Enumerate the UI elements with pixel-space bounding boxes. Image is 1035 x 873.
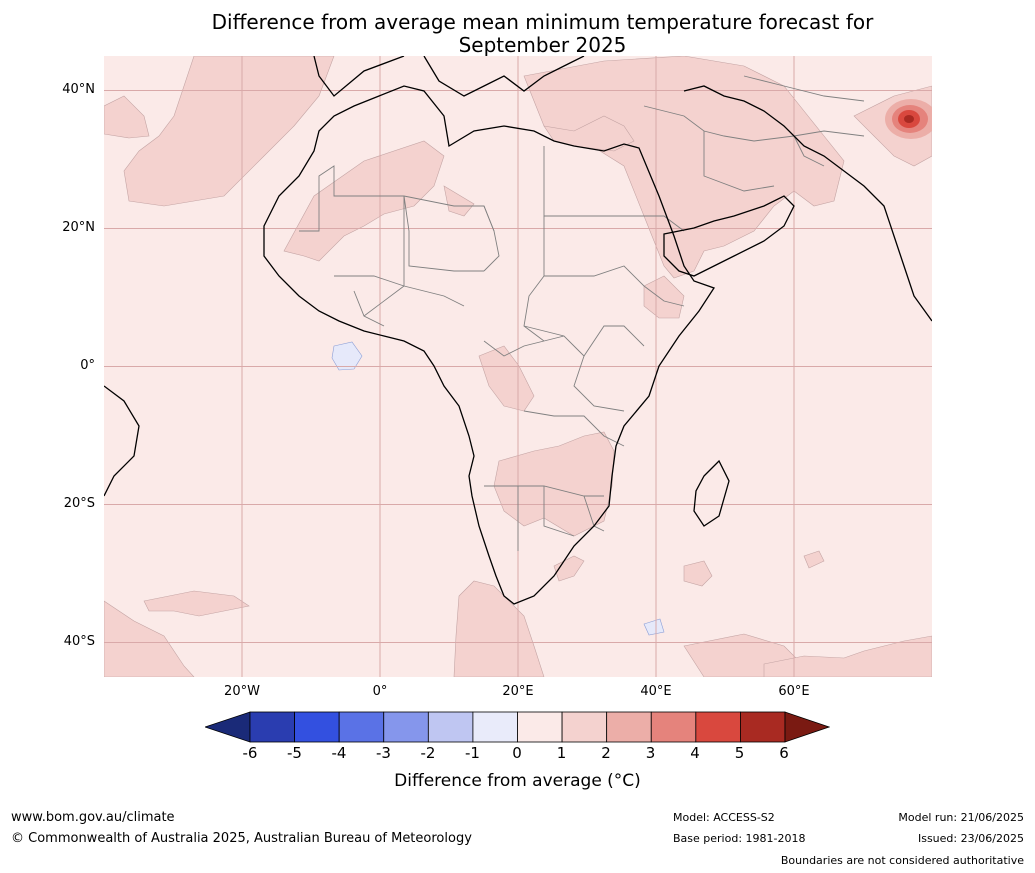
colorbar-tick: 2 (601, 744, 611, 762)
lat-label-20s: 20°S (63, 496, 95, 511)
colorbar (205, 711, 830, 743)
colorbar-tick: 0 (512, 744, 522, 762)
colorbar-extend-high (784, 711, 830, 743)
forecast-map (104, 56, 932, 677)
model-name: Model: ACCESS-S2 (673, 811, 775, 824)
colorbar-tick: 3 (645, 744, 656, 762)
colorbar-tick: 4 (690, 744, 700, 762)
hotspot-anomaly (885, 99, 932, 139)
colorbar-bin (561, 711, 608, 743)
colorbar-label: Difference from average (°C) (394, 771, 641, 791)
boundaries-disclaimer: Boundaries are not considered authoritat… (780, 854, 1024, 867)
colorbar-bin (472, 711, 518, 743)
colorbar-tick: -1 (465, 744, 480, 762)
colorbar-bin (427, 711, 474, 743)
chart-title-line-2: September 2025 (458, 33, 627, 57)
chart-title-line-1: Difference from average mean minimum tem… (211, 10, 874, 34)
colorbar-tick: -3 (376, 744, 391, 762)
lon-label-20w: 20°W (224, 684, 260, 699)
colorbar-tick: -2 (420, 744, 436, 762)
colorbar-bin (249, 711, 295, 743)
website-link[interactable]: www.bom.gov.au/climate (11, 810, 175, 825)
colorbar-extend-low (205, 711, 251, 743)
colorbar-tick: 1 (556, 744, 567, 762)
lon-label-0: 0° (372, 684, 388, 699)
colorbar-tick: -5 (287, 744, 302, 762)
base-period: Base period: 1981-2018 (673, 832, 806, 845)
copyright-text: © Commonwealth of Australia 2025, Austra… (11, 831, 472, 846)
colorbar-bin (606, 711, 652, 743)
lat-label-0: 0° (80, 358, 95, 373)
colorbar-bin (383, 711, 429, 743)
lat-label-40n: 40°N (62, 82, 95, 97)
lon-label-40e: 40°E (640, 684, 672, 699)
colorbar-bin (695, 711, 741, 743)
colorbar-bin (650, 711, 697, 743)
colorbar-tick: 6 (779, 744, 789, 762)
lon-label-20e: 20°E (502, 684, 534, 699)
issued-date: Issued: 23/06/2025 (917, 832, 1024, 845)
colorbar-tick: -4 (331, 744, 347, 762)
coastline (104, 56, 932, 605)
model-run-date: Model run: 21/06/2025 (898, 811, 1024, 824)
anomaly-regions-negative (331, 341, 665, 636)
colorbar-bin (338, 711, 385, 743)
colorbar-bin (294, 711, 340, 743)
colorbar-bin (740, 711, 786, 743)
lat-label-40s: 40°S (63, 634, 95, 649)
gridlines (104, 56, 932, 677)
lon-label-60e: 60°E (778, 684, 810, 699)
colorbar-tick: -6 (242, 744, 258, 762)
country-borders (299, 75, 865, 551)
colorbar-bin (517, 711, 563, 743)
colorbar-tick: 5 (734, 744, 745, 762)
lat-label-20n: 20°N (62, 220, 95, 235)
